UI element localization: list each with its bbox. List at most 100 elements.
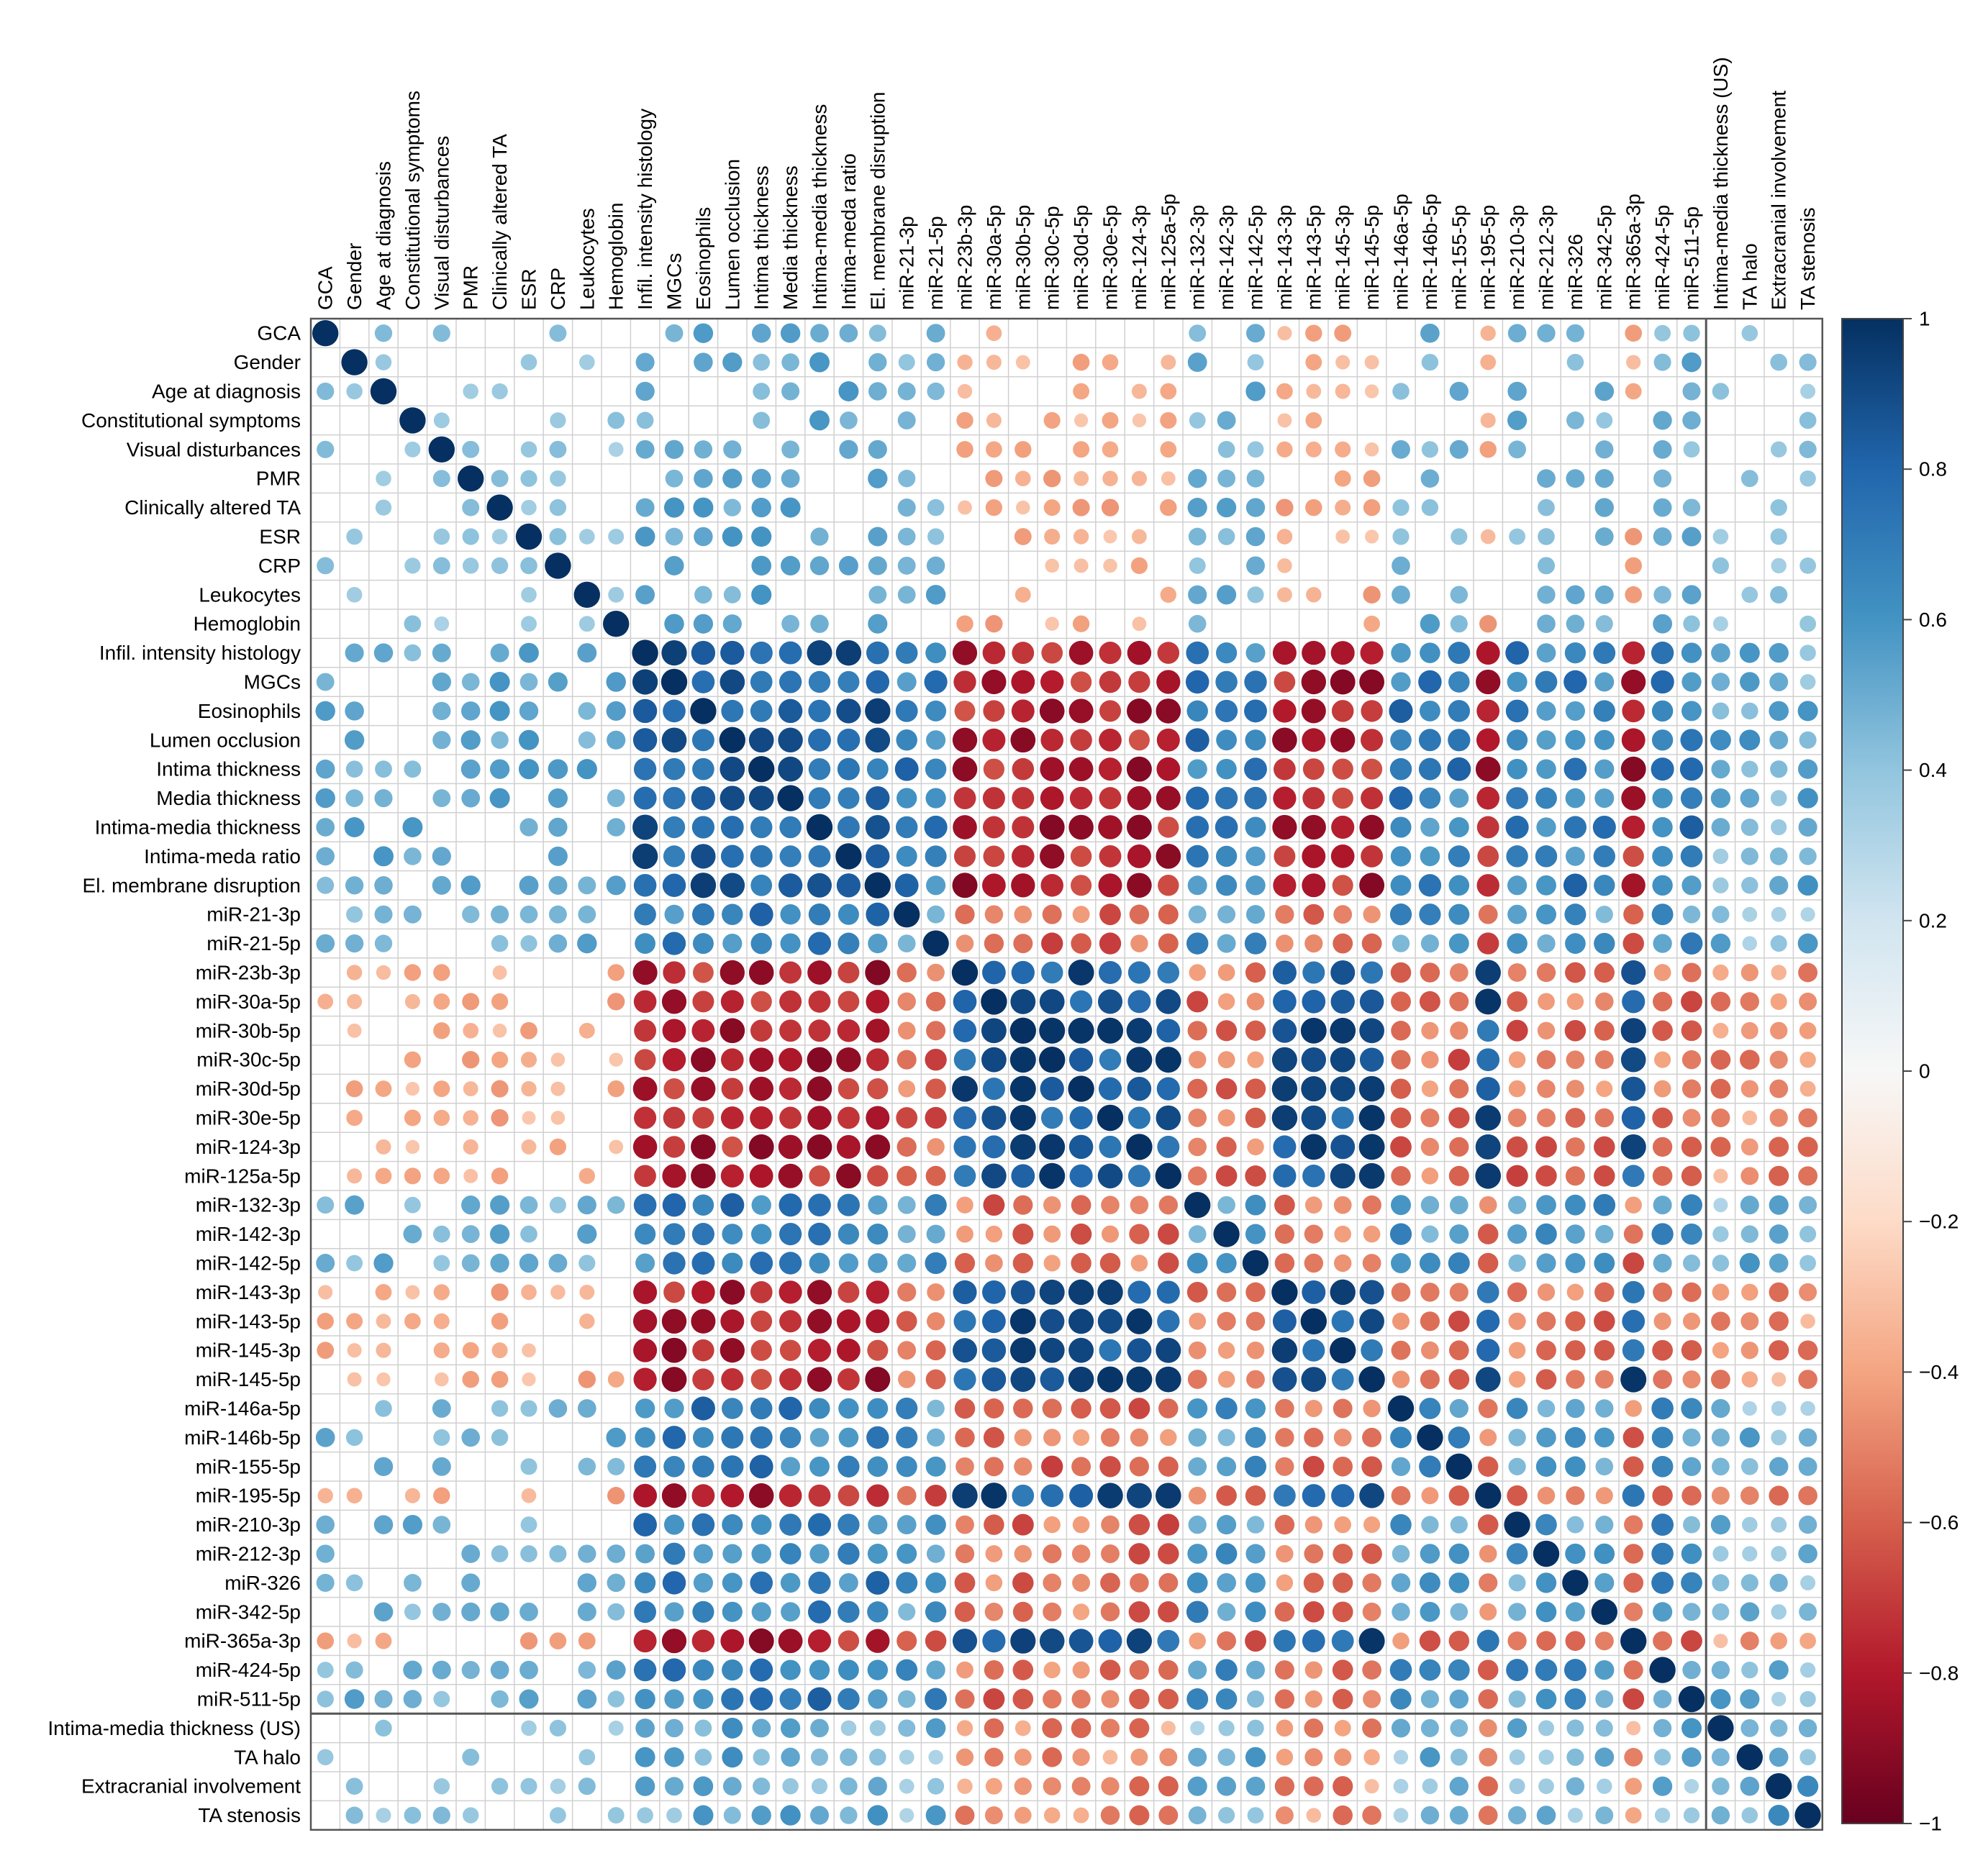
corr-circle [1538,1720,1555,1736]
corr-circle [662,1658,686,1682]
corr-circle [1098,815,1122,839]
corr-circle [750,1281,773,1303]
corr-circle [1420,1283,1440,1302]
corr-circle [1769,1224,1789,1244]
corr-circle [1188,1457,1207,1476]
corr-circle [896,1311,917,1332]
corr-circle [691,670,715,693]
corr-circle [897,672,917,692]
corr-circle [522,1111,536,1125]
corr-circle [1043,1777,1061,1795]
corr-circle [1363,1749,1380,1766]
corr-circle [1244,699,1267,723]
corr-circle [1508,1457,1526,1475]
corr-circle [1681,527,1702,547]
corr-circle [1186,816,1209,839]
corr-circle [346,965,363,980]
corr-circle [462,1807,479,1824]
corr-circle [1332,1659,1353,1680]
corr-circle [1245,1020,1266,1041]
corr-circle [1188,1137,1207,1157]
corr-circle [521,1720,537,1736]
corr-circle [1158,1806,1179,1826]
corr-circle [1215,1078,1238,1100]
corr-circle [1156,670,1181,694]
corr-circle [1216,497,1237,518]
corr-circle [750,1397,773,1420]
corr-circle [1450,1516,1468,1534]
corr-circle [1594,672,1615,692]
legend-tick-label: 0.8 [1919,458,1947,481]
corr-circle [1594,1572,1615,1593]
corr-circle [1014,1544,1032,1563]
corr-circle [1040,1484,1064,1508]
corr-circle [1537,614,1556,634]
corr-circle [1564,903,1587,926]
corr-circle [432,1457,451,1476]
corr-circle [1013,1195,1033,1215]
corr-circle [433,528,450,545]
corr-circle [1711,1428,1730,1447]
corr-circle [1271,1075,1298,1102]
corr-circle [693,323,714,343]
column-label: Hemoglobin [605,203,627,310]
corr-circle [1247,586,1264,604]
corr-circle [982,728,1006,752]
corr-circle [1010,1367,1036,1392]
corr-circle [865,960,891,985]
column-label: miR-30d-5p [1070,205,1092,310]
column-label: miR-142-5p [1245,205,1267,310]
corr-circle [1592,815,1616,839]
corr-circle [1475,1134,1501,1160]
corr-circle [1331,815,1355,839]
corr-circle [578,1255,596,1272]
corr-circle [346,1109,363,1126]
corr-circle [1359,873,1385,898]
corr-circle [1652,1020,1673,1042]
corr-circle [1012,1601,1033,1622]
corr-circle [1071,1195,1091,1216]
corr-circle [838,555,858,575]
corr-circle [1652,845,1674,867]
corr-circle [1508,1312,1526,1330]
corr-circle [1710,1078,1731,1099]
corr-circle [1771,1372,1787,1387]
corr-circle [894,901,920,928]
corr-circle [1358,1104,1385,1132]
corr-circle [345,760,363,778]
corr-circle [1012,1224,1034,1245]
corr-circle [664,1398,684,1419]
corr-circle [519,1660,538,1680]
corr-circle [1537,1079,1556,1098]
corr-circle [1771,1604,1787,1620]
corr-circle [432,324,450,342]
corr-circle [956,1748,974,1766]
corr-circle [1100,1806,1120,1825]
corr-circle [1769,673,1789,691]
corr-circle [1475,1162,1502,1189]
corr-circle [1043,1573,1062,1593]
corr-circle [1594,788,1615,809]
corr-circle [463,1139,478,1155]
corr-circle [1158,1572,1179,1593]
corr-circle [1130,1196,1149,1214]
corr-circle [1741,1516,1758,1533]
corr-circle [663,1136,686,1158]
column-label: miR-146a-5p [1390,194,1412,310]
corr-circle [1565,701,1585,721]
corr-circle [1389,1659,1412,1681]
corr-circle [1710,729,1731,751]
corr-circle [1129,1805,1150,1826]
corr-circle [315,1428,335,1447]
corr-circle [981,1047,1007,1073]
corr-circle [779,1222,802,1246]
corr-circle [1335,529,1351,544]
corr-circle [750,874,773,896]
corr-circle [1157,1223,1179,1245]
corr-circle [1274,1689,1295,1709]
corr-circle [662,1571,686,1595]
row-label: Media thickness [156,787,301,809]
corr-circle [432,701,451,721]
corr-circle [1390,875,1412,896]
corr-circle [1274,1514,1295,1535]
